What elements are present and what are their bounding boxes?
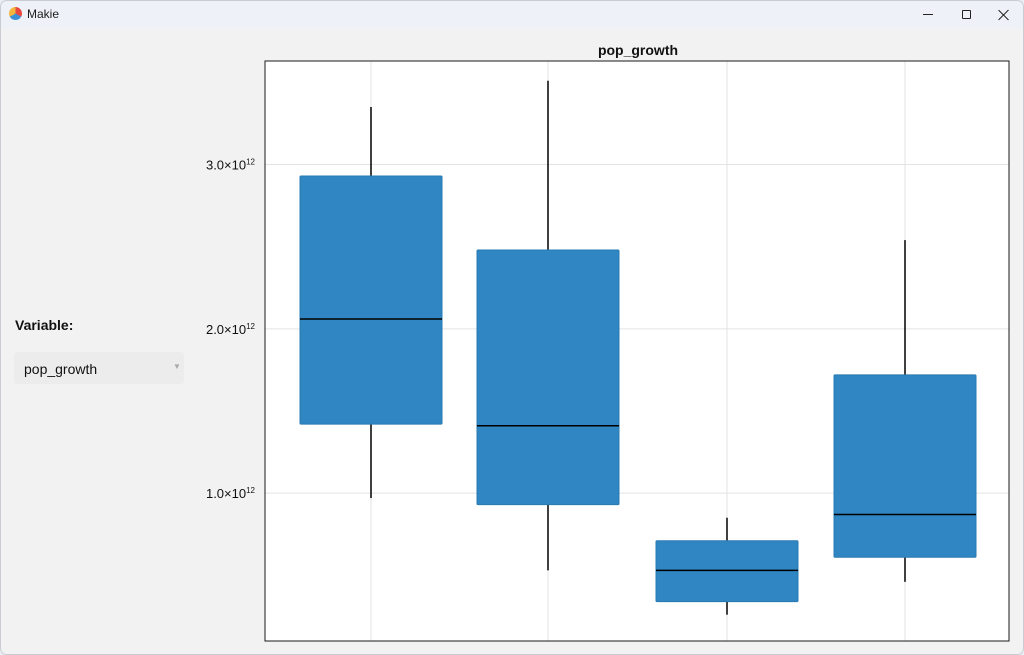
- makie-logo-icon: [9, 7, 22, 20]
- variable-menu[interactable]: pop_growth ▼: [14, 352, 184, 384]
- y-tick-label: 2.0×1012: [206, 322, 256, 337]
- chevron-down-icon: ▼: [173, 362, 181, 371]
- title-bar[interactable]: Makie: [1, 1, 1023, 28]
- plot-title: pop_growth: [597, 42, 679, 58]
- maximize-button[interactable]: [947, 1, 985, 28]
- box-1: [299, 175, 443, 425]
- boxplot-chart[interactable]: 1.0×1012 2.0×1012 3.0×1012: [1, 28, 1024, 655]
- box-3: [655, 540, 799, 603]
- window-title: Makie: [27, 7, 60, 21]
- y-tick-label: 1.0×1012: [206, 486, 256, 501]
- maximize-icon: [961, 10, 971, 19]
- box-2: [476, 249, 620, 506]
- close-button[interactable]: [985, 1, 1023, 28]
- box-4: [833, 374, 977, 558]
- close-icon: [998, 9, 1010, 21]
- minimize-button[interactable]: [909, 1, 947, 28]
- minimize-icon: [923, 14, 933, 15]
- y-tick-label: 3.0×1012: [206, 158, 256, 173]
- variable-label: Variable:: [15, 317, 74, 333]
- variable-menu-value: pop_growth: [24, 361, 98, 377]
- plot-frame: [264, 60, 1010, 642]
